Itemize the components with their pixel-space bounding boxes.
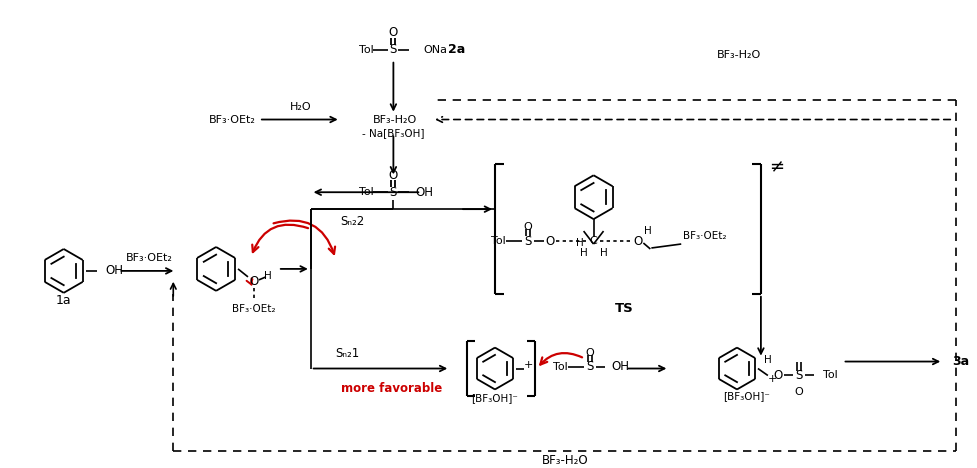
FancyArrowPatch shape — [252, 225, 308, 252]
Text: O: O — [389, 26, 398, 39]
Text: S: S — [389, 186, 397, 199]
Text: OH: OH — [106, 264, 123, 278]
Text: S: S — [389, 44, 397, 56]
Text: BF₃-H₂O: BF₃-H₂O — [716, 50, 760, 60]
Text: H₂O: H₂O — [289, 102, 312, 111]
Text: BF₃-H₂O: BF₃-H₂O — [372, 115, 416, 124]
Text: BF₃·OEt₂: BF₃·OEt₂ — [209, 115, 256, 124]
Text: S: S — [585, 360, 593, 373]
Text: O: O — [544, 234, 554, 248]
Text: Tol: Tol — [359, 187, 373, 197]
Text: H: H — [599, 248, 607, 258]
Text: O: O — [389, 169, 398, 182]
Text: H: H — [579, 248, 587, 258]
Text: BF₃·OEt₂: BF₃·OEt₂ — [232, 304, 276, 314]
Text: Sₙ₂1: Sₙ₂1 — [335, 347, 360, 360]
Text: Tol: Tol — [490, 236, 505, 246]
Text: BF₃·OEt₂: BF₃·OEt₂ — [126, 253, 173, 263]
Text: O: O — [633, 234, 642, 248]
Text: O: O — [773, 369, 782, 382]
Text: - Na[BF₃OH]: - Na[BF₃OH] — [361, 128, 424, 139]
Text: S: S — [794, 369, 801, 382]
Text: Tol: Tol — [552, 361, 567, 372]
Text: S: S — [524, 234, 531, 248]
Text: Sₙ₂2: Sₙ₂2 — [340, 215, 364, 227]
Text: O: O — [584, 348, 593, 358]
Text: H: H — [264, 271, 272, 281]
Text: BF₃-H₂O: BF₃-H₂O — [541, 453, 587, 467]
Text: ONa: ONa — [423, 45, 446, 55]
Text: OH: OH — [415, 186, 433, 199]
FancyArrowPatch shape — [539, 353, 581, 365]
Text: Tol: Tol — [359, 45, 373, 55]
Text: +: + — [524, 359, 533, 370]
Text: ≠: ≠ — [768, 158, 784, 176]
Text: 1a: 1a — [56, 294, 71, 307]
Text: H: H — [644, 226, 652, 236]
Text: Tol: Tol — [822, 371, 836, 380]
Text: O: O — [793, 388, 802, 397]
Text: 2a: 2a — [447, 44, 465, 56]
Text: TS: TS — [615, 302, 633, 315]
Text: [BF₃OH]⁻: [BF₃OH]⁻ — [471, 394, 518, 403]
Text: H: H — [575, 238, 583, 248]
Text: H: H — [763, 355, 771, 365]
Text: O: O — [249, 275, 258, 288]
Text: OH: OH — [611, 360, 629, 373]
Text: 3a: 3a — [952, 355, 968, 368]
Text: +: + — [767, 374, 777, 385]
FancyArrowPatch shape — [246, 278, 252, 285]
Text: more favorable: more favorable — [340, 382, 442, 395]
Text: BF₃·OEt₂: BF₃·OEt₂ — [683, 231, 726, 241]
FancyArrowPatch shape — [274, 220, 335, 254]
Text: [BF₃OH]⁻: [BF₃OH]⁻ — [723, 391, 770, 402]
Text: O: O — [523, 222, 531, 232]
Text: C: C — [589, 236, 597, 246]
